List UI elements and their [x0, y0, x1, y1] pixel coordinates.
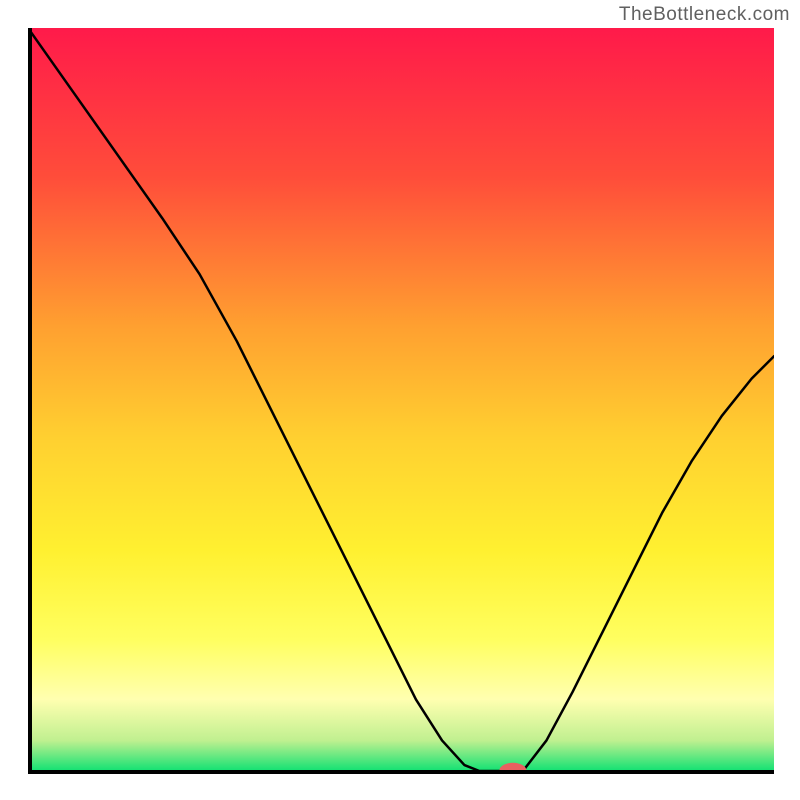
bottleneck-chart: [28, 28, 774, 774]
chart-background: [28, 28, 774, 774]
chart-svg: [28, 28, 774, 774]
watermark-text: TheBottleneck.com: [619, 4, 790, 26]
